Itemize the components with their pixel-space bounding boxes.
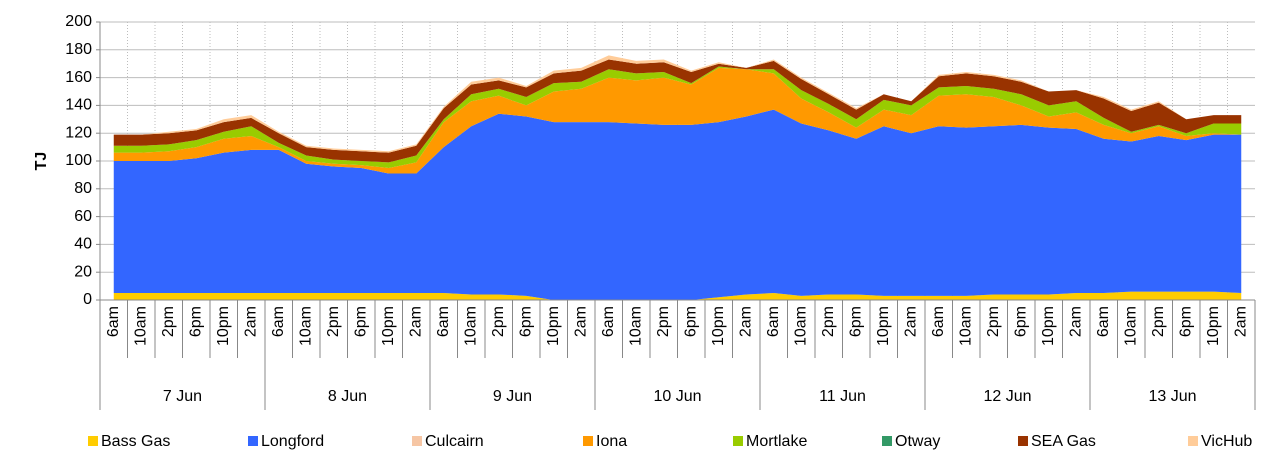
y-tick-label: 100 xyxy=(65,152,92,169)
y-tick-label: 160 xyxy=(65,69,92,86)
y-tick-label: 40 xyxy=(74,236,92,253)
legend-item: Iona xyxy=(583,433,627,450)
group-label: 13 Jun xyxy=(1148,388,1196,405)
legend-swatch xyxy=(882,436,892,446)
x-tick-label: 2am xyxy=(737,306,754,337)
legend-item: Culcairn xyxy=(412,433,484,450)
x-tick-label: 10pm xyxy=(545,306,562,346)
area xyxy=(113,59,1242,163)
x-tick-label: 10pm xyxy=(1040,306,1057,346)
y-tick-label: 20 xyxy=(74,263,92,280)
group-label: 9 Jun xyxy=(493,388,532,405)
group-label: 12 Jun xyxy=(983,388,1031,405)
x-tick-label: 2pm xyxy=(1150,306,1167,337)
x-tick-label: 2pm xyxy=(985,306,1002,337)
legend-item: Mortlake xyxy=(733,433,807,450)
y-tick-label: 120 xyxy=(65,124,92,141)
x-tick-label: 6pm xyxy=(682,306,699,337)
x-tick-label: 10am xyxy=(462,306,479,346)
y-tick-label: 0 xyxy=(83,291,92,308)
x-tick-label: 6pm xyxy=(1177,306,1194,337)
x-tick-label: 2pm xyxy=(655,306,672,337)
x-tick-label: 6am xyxy=(435,306,452,337)
x-tick-label: 6pm xyxy=(847,306,864,337)
x-tick-label: 6am xyxy=(930,306,947,337)
x-tick-label: 10pm xyxy=(215,306,232,346)
x-tick-label: 6pm xyxy=(187,306,204,337)
legend-label: SEA Gas xyxy=(1031,433,1096,450)
x-tick-label: 6pm xyxy=(1012,306,1029,337)
x-tick-label: 2am xyxy=(242,306,259,337)
y-tick-label: 80 xyxy=(74,180,92,197)
x-tick-label: 2pm xyxy=(160,306,177,337)
group-label: 11 Jun xyxy=(819,388,866,405)
x-tick-label: 2pm xyxy=(490,306,507,337)
legend-item: Otway xyxy=(882,433,940,450)
x-tick-label: 2am xyxy=(902,306,919,337)
legend-swatch xyxy=(88,436,98,446)
y-tick-label: 60 xyxy=(74,208,92,225)
legend-swatch xyxy=(412,436,422,446)
group-label: 8 Jun xyxy=(328,388,367,405)
legend-label: VicHub xyxy=(1201,433,1252,450)
legend-label: Bass Gas xyxy=(101,433,170,450)
x-tick-label: 2am xyxy=(572,306,589,337)
legend-label: Mortlake xyxy=(746,433,807,450)
legend-swatch xyxy=(583,436,593,446)
area xyxy=(113,67,1242,174)
group-label: 10 Jun xyxy=(653,388,701,405)
x-tick-label: 6pm xyxy=(517,306,534,337)
x-tick-label: 10pm xyxy=(710,306,727,346)
legend-item: Bass Gas xyxy=(88,433,170,450)
x-tick-label: 2am xyxy=(407,306,424,337)
legend-item: Longford xyxy=(248,433,324,450)
legend-item: SEA Gas xyxy=(1018,433,1096,450)
legend-swatch xyxy=(1018,436,1028,446)
x-tick-label: 10am xyxy=(132,306,149,346)
y-tick-label: 180 xyxy=(65,41,92,58)
legend-label: Iona xyxy=(596,433,627,450)
legend-swatch xyxy=(1188,436,1198,446)
x-tick-label: 10am xyxy=(1122,306,1139,346)
group-label: 7 Jun xyxy=(163,388,202,405)
x-tick-label: 2am xyxy=(1067,306,1084,337)
y-tick-label: 200 xyxy=(65,13,92,30)
x-tick-label: 6am xyxy=(765,306,782,337)
legend-swatch xyxy=(248,436,258,446)
legend-label: Otway xyxy=(895,433,940,450)
x-tick-label: 2am xyxy=(1232,306,1249,337)
x-tick-label: 10pm xyxy=(380,306,397,346)
x-tick-label: 10am xyxy=(792,306,809,346)
area xyxy=(113,109,1242,300)
legend-label: Longford xyxy=(261,433,324,450)
x-tick-label: 10pm xyxy=(875,306,892,346)
legend-swatch xyxy=(733,436,743,446)
x-tick-label: 6am xyxy=(105,306,122,337)
x-tick-label: 6pm xyxy=(352,306,369,337)
y-axis-title: TJ xyxy=(33,152,50,171)
x-tick-label: 10pm xyxy=(1205,306,1222,346)
area xyxy=(113,66,1242,168)
x-tick-label: 10am xyxy=(957,306,974,346)
x-tick-label: 6am xyxy=(1095,306,1112,337)
x-tick-label: 6am xyxy=(270,306,287,337)
legend-label: Culcairn xyxy=(425,433,484,450)
x-tick-label: 6am xyxy=(600,306,617,337)
x-tick-label: 10am xyxy=(297,306,314,346)
legend-item: VicHub xyxy=(1188,433,1252,450)
x-tick-label: 2pm xyxy=(820,306,837,337)
area xyxy=(113,291,1242,300)
x-tick-label: 2pm xyxy=(325,306,342,337)
x-tick-label: 10am xyxy=(627,306,644,346)
y-tick-label: 140 xyxy=(65,97,92,114)
